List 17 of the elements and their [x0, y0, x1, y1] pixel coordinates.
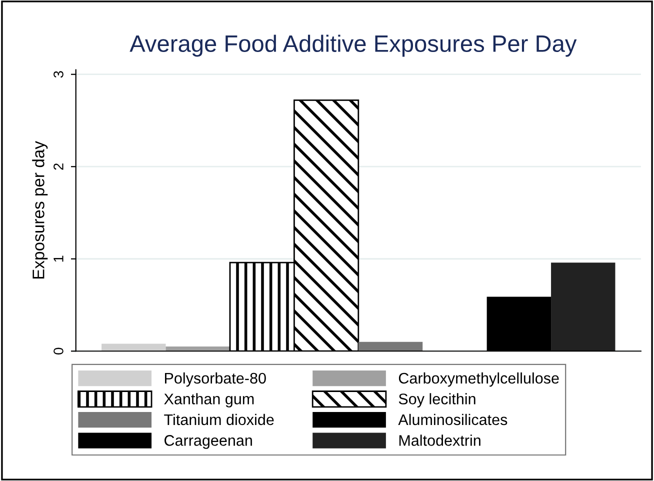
chart-title: Average Food Additive Exposures Per Day — [130, 34, 577, 57]
y-axis-title: Exposures per day — [32, 140, 48, 279]
legend-label: Xanthan gum — [164, 393, 254, 408]
legend-label: Carrageenan — [164, 435, 252, 449]
legend-label: Aluminosilicates — [398, 414, 508, 426]
y-tick-label: 0 — [54, 348, 64, 354]
legend-label: Polysorbate-80 — [165, 372, 266, 387]
legend-label: Maltodextrin — [399, 434, 480, 446]
y-tick-label: 3 — [54, 71, 64, 78]
y-tick-label: 1 — [54, 256, 64, 262]
legend-label: Carboxymethylcellulose — [398, 372, 559, 387]
bar — [102, 344, 166, 352]
bar — [551, 262, 616, 352]
y-tick-label: 2 — [54, 163, 64, 170]
legend-label: Titanium dioxide — [164, 414, 274, 426]
legend-label: Soy lecithin — [398, 393, 476, 408]
bar — [358, 342, 423, 352]
